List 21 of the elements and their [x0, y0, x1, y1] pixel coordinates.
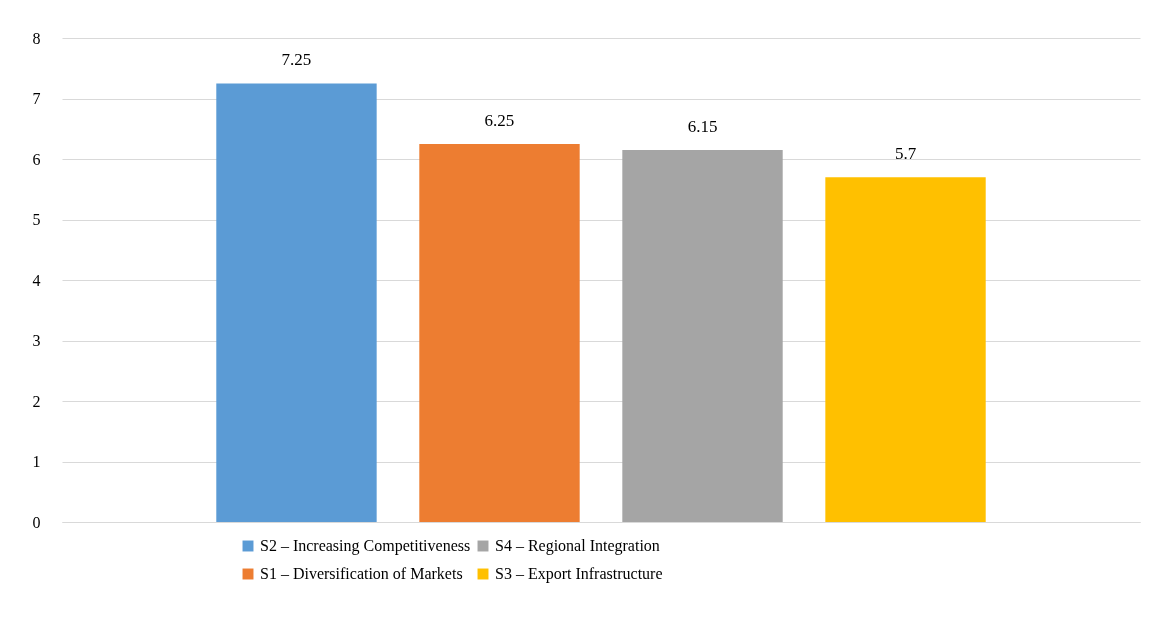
y-tick-label: 3 — [32, 332, 41, 349]
legend-label: S1 – Diversification of Markets — [260, 565, 463, 582]
legend-label: S4 – Regional Integration — [495, 537, 660, 555]
data-label: 6.25 — [484, 110, 515, 130]
y-tick-label: 7 — [32, 90, 41, 107]
bar — [216, 83, 377, 522]
bar — [622, 149, 783, 522]
y-tick-label: 5 — [32, 211, 41, 228]
y-tick-label: 6 — [32, 150, 41, 168]
legend-label: S2 – Increasing Competitiveness — [260, 537, 471, 555]
bar — [825, 177, 986, 522]
y-tick-label: 4 — [32, 271, 41, 289]
bar — [419, 143, 580, 522]
y-tick-label: 8 — [32, 29, 41, 47]
legend-label: S3 – Export Infrastructure — [495, 565, 663, 583]
data-label: 5.7 — [894, 144, 917, 164]
data-label: 7.25 — [281, 50, 312, 70]
y-tick-label: 2 — [32, 392, 41, 410]
y-tick-label: 0 — [32, 513, 41, 531]
y-tick-label: 1 — [32, 453, 41, 470]
data-label: 6.15 — [687, 116, 718, 136]
